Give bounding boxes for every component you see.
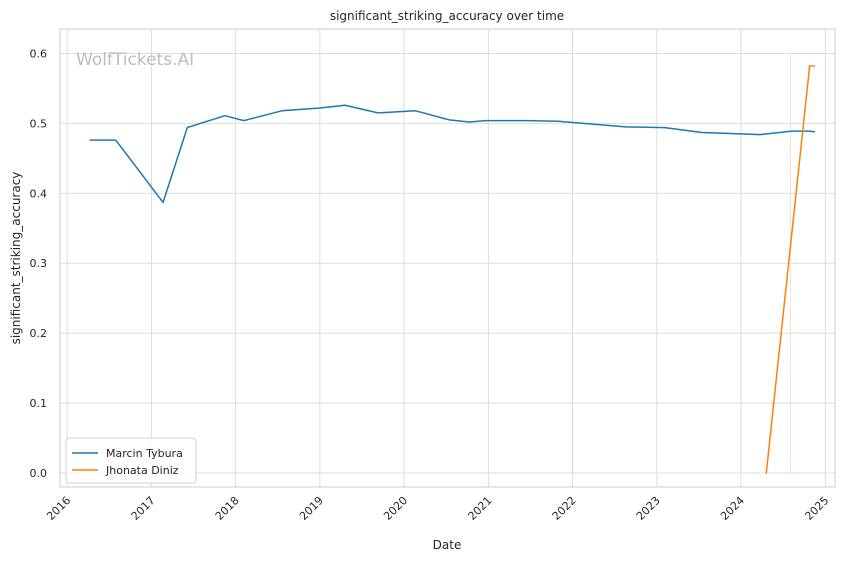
grid — [60, 29, 835, 487]
legend-label-series-2: Jhonata Diniz — [105, 464, 179, 477]
chart-title: significant_striking_accuracy over time — [330, 9, 564, 23]
legend-box — [65, 437, 197, 484]
y-tick-label: 0.2 — [30, 327, 48, 340]
y-tick-label: 0.3 — [30, 257, 48, 270]
legend-label-series-1: Marcin Tybura — [106, 447, 183, 460]
y-tick-label: 0.1 — [30, 397, 48, 410]
series-line-1 — [89, 104, 816, 204]
y-axis-label: significant_striking_accuracy — [9, 172, 23, 345]
chart-marks — [89, 49, 816, 474]
series-line-2 — [765, 65, 816, 474]
plot-frame — [59, 28, 836, 488]
y-tick-labels: 0.0 0.1 0.2 0.3 0.4 0.5 0.6 — [30, 47, 48, 480]
y-tick-label: 0.0 — [30, 467, 48, 480]
y-tick-label: 0.4 — [30, 187, 48, 200]
y-tick-label: 0.5 — [30, 117, 48, 130]
legend: Marcin Tybura Jhonata Diniz — [65, 437, 197, 484]
x-axis-label: Date — [433, 538, 462, 552]
y-tick-label: 0.6 — [30, 47, 48, 60]
watermark: WolfTickets.AI — [76, 50, 194, 70]
